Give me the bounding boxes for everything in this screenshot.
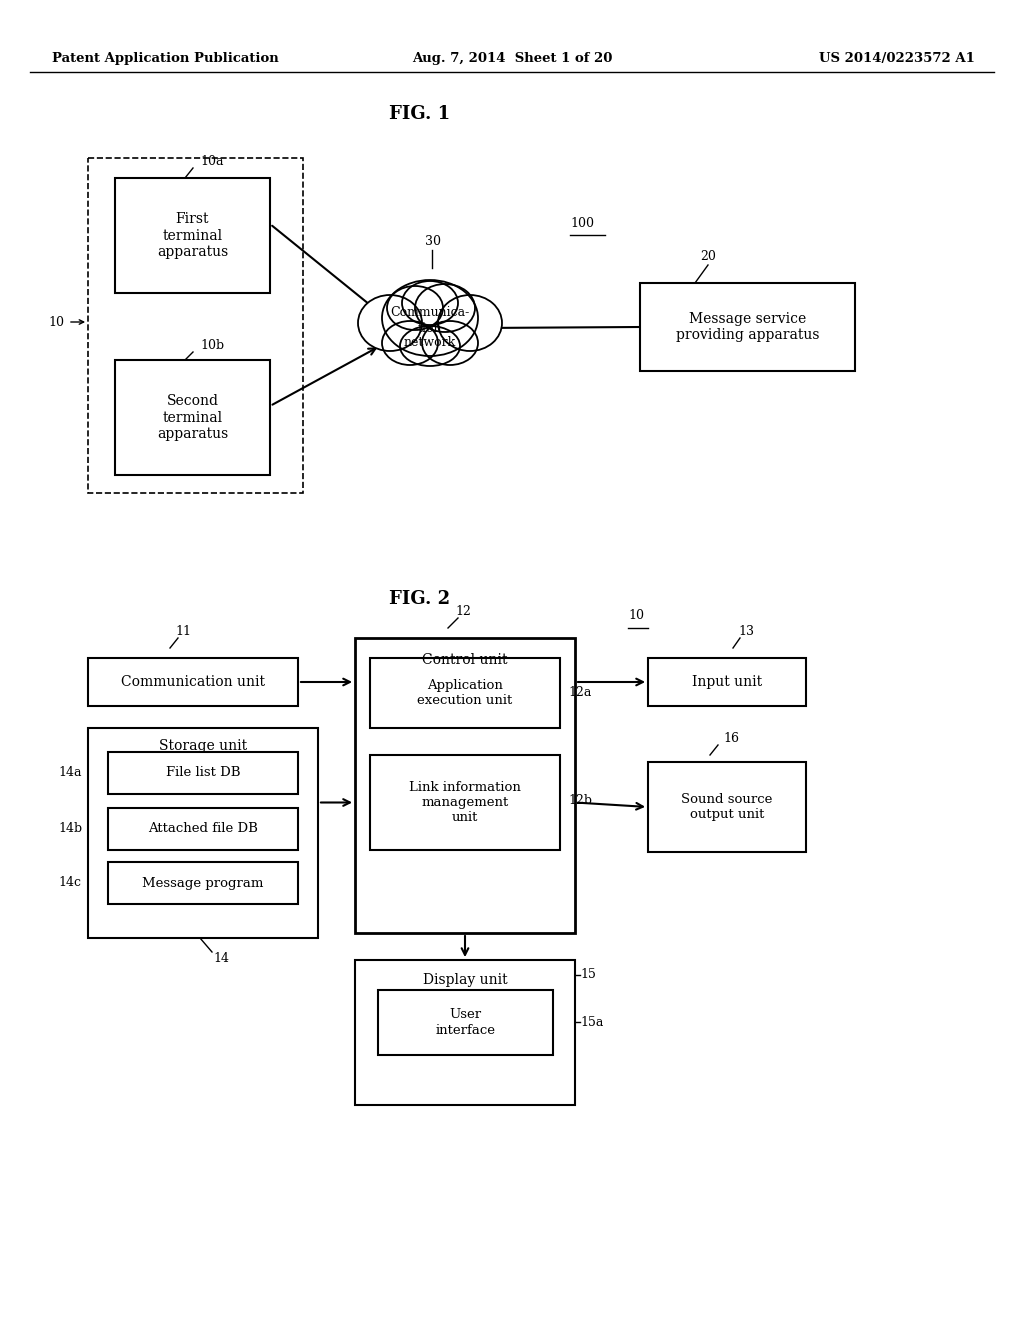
Text: 13: 13 xyxy=(738,624,754,638)
Text: 15a: 15a xyxy=(580,1015,603,1028)
Text: Display unit: Display unit xyxy=(423,973,507,987)
Bar xyxy=(648,657,806,706)
Text: Control unit: Control unit xyxy=(422,653,508,667)
Ellipse shape xyxy=(402,281,458,325)
Text: Attached file DB: Attached file DB xyxy=(148,822,258,836)
Text: 11: 11 xyxy=(175,624,191,638)
Text: 30: 30 xyxy=(425,235,441,248)
Bar xyxy=(115,178,270,293)
Bar xyxy=(355,960,575,1105)
Text: 12a: 12a xyxy=(568,686,592,700)
Text: 14b: 14b xyxy=(58,822,82,836)
Text: Message program: Message program xyxy=(142,876,264,890)
Text: 14c: 14c xyxy=(58,876,81,890)
Text: US 2014/0223572 A1: US 2014/0223572 A1 xyxy=(819,51,975,65)
Text: Second
terminal
apparatus: Second terminal apparatus xyxy=(157,395,228,441)
Bar xyxy=(108,752,298,795)
Text: 10: 10 xyxy=(48,315,63,329)
Text: FIG. 2: FIG. 2 xyxy=(389,590,451,609)
Text: User
interface: User interface xyxy=(435,1008,496,1036)
Ellipse shape xyxy=(438,294,502,351)
Bar xyxy=(108,808,298,850)
Ellipse shape xyxy=(422,321,478,366)
Text: 10: 10 xyxy=(628,609,644,622)
Bar xyxy=(370,755,560,850)
Text: Patent Application Publication: Patent Application Publication xyxy=(52,51,279,65)
Bar xyxy=(88,158,303,492)
Ellipse shape xyxy=(358,294,422,351)
Ellipse shape xyxy=(382,280,478,356)
Bar xyxy=(108,862,298,904)
Ellipse shape xyxy=(382,321,438,366)
Text: FIG. 1: FIG. 1 xyxy=(389,106,451,123)
Text: 20: 20 xyxy=(700,249,716,263)
Bar xyxy=(370,657,560,729)
Text: Sound source
output unit: Sound source output unit xyxy=(681,793,773,821)
Bar xyxy=(648,762,806,851)
Text: Communication unit: Communication unit xyxy=(121,675,265,689)
Text: Communica-
tion
network: Communica- tion network xyxy=(390,306,470,350)
Text: Storage unit: Storage unit xyxy=(159,739,247,752)
Ellipse shape xyxy=(415,284,475,333)
Text: Message service
providing apparatus: Message service providing apparatus xyxy=(676,312,819,342)
Text: First
terminal
apparatus: First terminal apparatus xyxy=(157,213,228,259)
Text: File list DB: File list DB xyxy=(166,767,241,780)
Bar xyxy=(88,657,298,706)
Bar xyxy=(640,282,855,371)
Text: Aug. 7, 2014  Sheet 1 of 20: Aug. 7, 2014 Sheet 1 of 20 xyxy=(412,51,612,65)
Text: 14a: 14a xyxy=(58,767,82,780)
Text: 100: 100 xyxy=(570,216,594,230)
Ellipse shape xyxy=(387,286,443,330)
Text: 14: 14 xyxy=(213,952,229,965)
Bar xyxy=(88,729,318,939)
Text: Link information
management
unit: Link information management unit xyxy=(409,781,521,824)
Text: Application
execution unit: Application execution unit xyxy=(418,678,513,708)
Text: 12b: 12b xyxy=(568,793,592,807)
Bar xyxy=(115,360,270,475)
Text: 16: 16 xyxy=(723,733,739,744)
Bar xyxy=(378,990,553,1055)
Text: 12: 12 xyxy=(455,605,471,618)
Text: 10b: 10b xyxy=(200,339,224,352)
Text: Input unit: Input unit xyxy=(692,675,762,689)
Text: 15: 15 xyxy=(580,969,596,982)
Text: 10a: 10a xyxy=(200,154,223,168)
Bar xyxy=(355,638,575,933)
Ellipse shape xyxy=(400,326,460,366)
